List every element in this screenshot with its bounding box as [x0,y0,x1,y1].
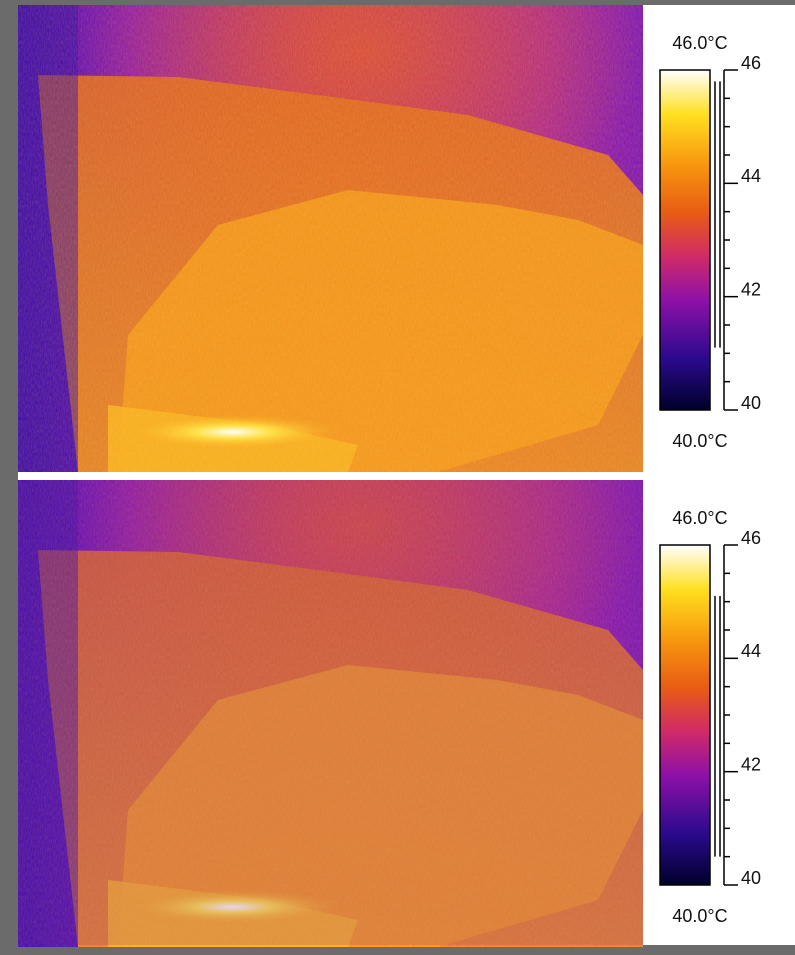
tick-label: 46 [741,528,761,548]
tick-label: 44 [741,641,761,661]
tick-label: 40 [741,393,761,413]
tick-label: 42 [741,279,761,299]
separator [18,472,643,480]
color-bar [660,545,710,885]
color-bar [660,70,710,410]
tick-label: 46 [741,53,761,73]
min-label: 40.0°C [672,431,727,451]
min-label: 40.0°C [672,906,727,926]
thermal-viewer: 46.0°C 40.0°C 40 42 44 46 46.0°C 40.0°C 40 42 44 46 [0,0,795,950]
thermal-image [18,5,643,472]
tick-label: 42 [741,754,761,774]
tick-label: 44 [741,166,761,186]
max-label: 46.0°C [672,33,727,53]
max-label: 46.0°C [672,508,727,528]
tick-label: 40 [741,868,761,888]
thermal-image-tint [18,480,643,945]
